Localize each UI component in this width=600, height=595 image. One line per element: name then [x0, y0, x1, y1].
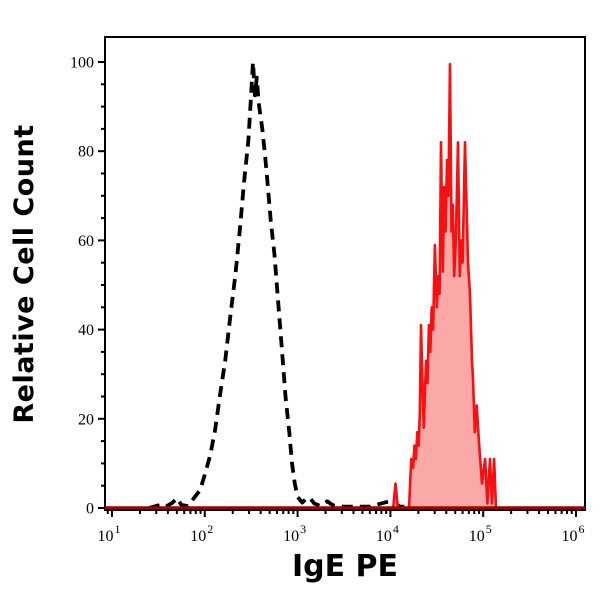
svg-text:103: 103 [283, 522, 306, 545]
red-histogram-curve [391, 62, 584, 510]
axis-ticks [98, 61, 577, 517]
svg-text:60: 60 [78, 233, 94, 250]
svg-text:0: 0 [86, 501, 94, 518]
black-dashed-histogram-curve [148, 60, 493, 510]
axis-tick-labels: 0 20 40 60 80 100 101 102 103 104 105 106 [70, 55, 585, 546]
x-axis-title: IgE PE [291, 549, 399, 584]
svg-text:104: 104 [376, 522, 399, 545]
y-axis-title: Relative Cell Count [9, 124, 40, 424]
svg-text:105: 105 [469, 522, 492, 545]
svg-text:100: 100 [70, 55, 94, 72]
svg-text:101: 101 [98, 522, 121, 545]
svg-text:20: 20 [78, 411, 94, 428]
svg-text:106: 106 [562, 522, 585, 545]
red-histogram-fill [393, 64, 584, 508]
svg-text:40: 40 [78, 322, 94, 339]
svg-text:80: 80 [78, 144, 94, 161]
svg-text:102: 102 [190, 522, 213, 545]
plot-frame [104, 36, 586, 511]
